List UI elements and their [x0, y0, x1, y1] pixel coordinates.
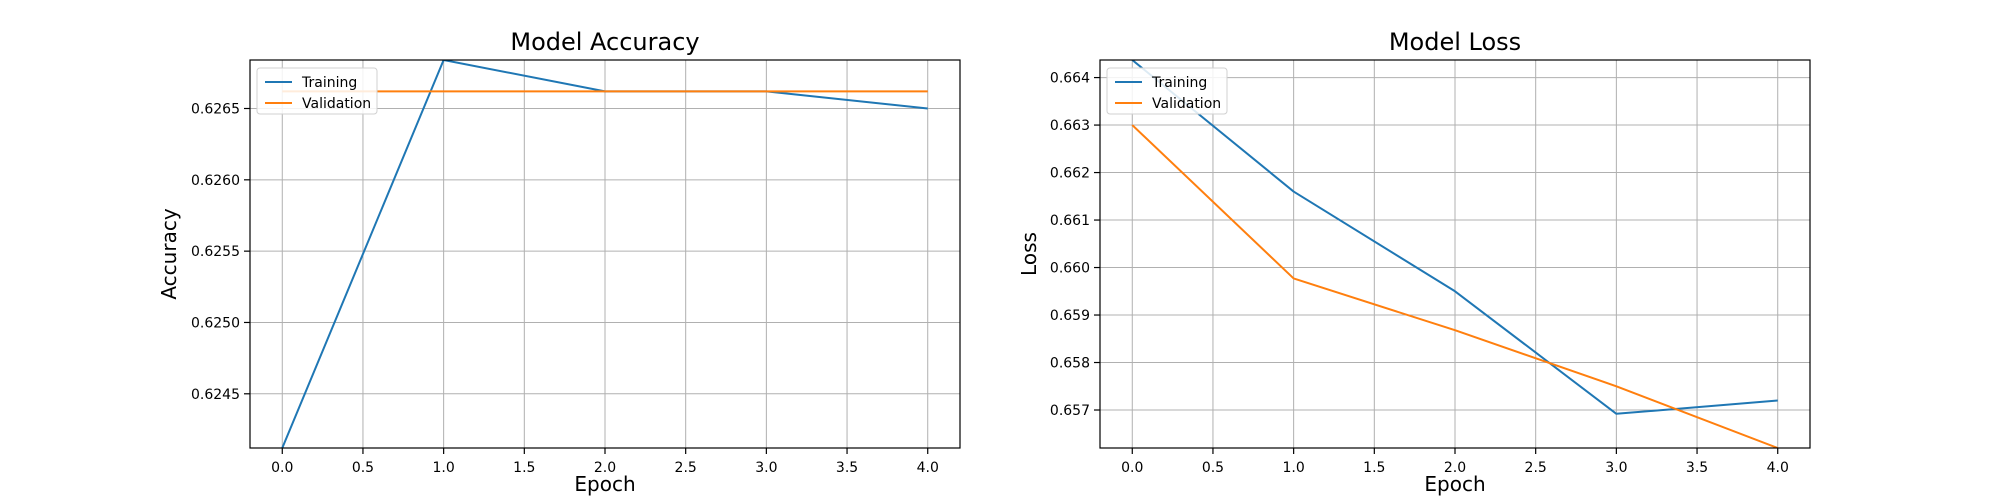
x-tick-label: 3.0 [755, 460, 777, 476]
x-tick-label: 2.5 [675, 460, 697, 476]
y-tick-label: 0.661 [1050, 213, 1090, 229]
x-tick-label: 2.0 [594, 460, 616, 476]
loss-y-axis-label: Loss [1017, 232, 1041, 276]
loss-chart: 0.0 0.5 1.0 1.5 2.0 2.5 3.0 3.5 4.0 0.657 0.658 0.6… [1017, 28, 1811, 496]
accuracy-grid [250, 60, 960, 448]
x-tick-label: 0.0 [271, 460, 293, 476]
y-tick-label: 0.6245 [191, 387, 240, 403]
accuracy-x-axis-label: Epoch [574, 472, 635, 496]
x-tick-label: 2.5 [1525, 460, 1547, 476]
x-tick-label: 4.0 [1767, 460, 1789, 476]
x-tick-label: 0.5 [352, 460, 374, 476]
y-tick-label: 0.6250 [191, 315, 240, 331]
loss-plot-frame [1099, 59, 1811, 449]
legend-label-training: Training [1151, 75, 1207, 91]
x-tick-label: 0.0 [1121, 460, 1143, 476]
x-tick-label: 0.5 [1202, 460, 1224, 476]
x-tick-label: 3.5 [836, 460, 858, 476]
loss-grid [1100, 60, 1810, 448]
legend-label-validation: Validation [1152, 96, 1221, 112]
loss-series-validation [1131, 124, 1779, 448]
accuracy-legend: Training Validation [256, 67, 378, 115]
y-tick-label: 0.6255 [191, 244, 240, 260]
y-tick-label: 0.663 [1050, 118, 1090, 134]
y-tick-label: 0.659 [1050, 308, 1090, 324]
accuracy-y-axis-label: Accuracy [157, 208, 181, 299]
loss-chart-title: Model Loss [1389, 28, 1521, 56]
x-tick-label: 1.5 [513, 460, 535, 476]
legend-label-training: Training [301, 75, 357, 91]
x-tick-label: 1.0 [1283, 460, 1305, 476]
y-tick-label: 0.6265 [191, 102, 240, 118]
x-tick-label: 1.5 [1363, 460, 1385, 476]
y-tick-label: 0.658 [1050, 356, 1090, 372]
accuracy-chart-title: Model Accuracy [510, 28, 699, 56]
loss-series-training [1131, 60, 1778, 415]
x-tick-label: 2.0 [1444, 460, 1466, 476]
y-tick-label: 0.657 [1050, 403, 1090, 419]
accuracy-plot-frame [249, 59, 961, 449]
x-tick-label: 1.0 [433, 460, 455, 476]
x-tick-label: 3.5 [1686, 460, 1708, 476]
loss-legend: Training Validation [1106, 67, 1228, 115]
y-tick-label: 0.664 [1050, 71, 1090, 87]
accuracy-chart: 0.0 0.5 1.0 1.5 2.0 2.5 3.0 3.5 4.0 0.6245 0.6250 0… [157, 28, 961, 496]
loss-x-axis-label: Epoch [1424, 472, 1485, 496]
y-tick-label: 0.6260 [191, 173, 240, 189]
y-tick-label: 0.660 [1050, 261, 1090, 277]
x-tick-label: 4.0 [917, 460, 939, 476]
legend-label-validation: Validation [302, 96, 371, 112]
y-tick-label: 0.662 [1050, 166, 1090, 182]
x-tick-label: 3.0 [1605, 460, 1627, 476]
